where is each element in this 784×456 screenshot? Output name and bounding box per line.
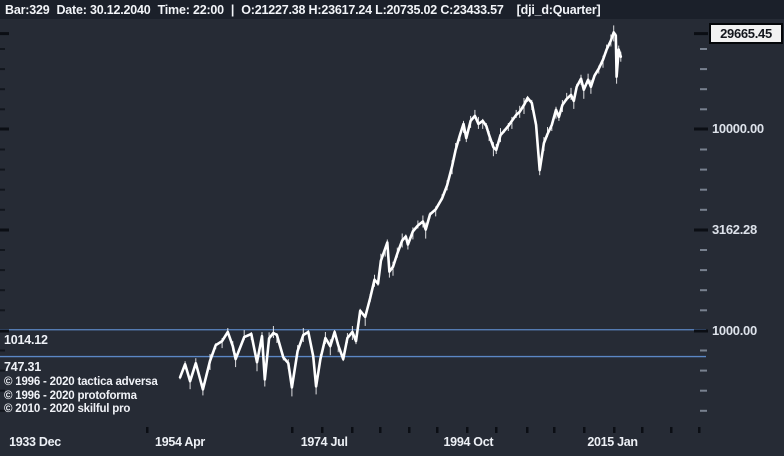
date-label: Date: 30.12.2040 — [56, 2, 151, 17]
time-label: Time: 22:00 — [157, 2, 225, 17]
ohlc-readout: O:21227.38 H:23617.24 L:20735.02 C:23433… — [241, 2, 504, 17]
bar-wicks — [179, 25, 622, 397]
status-bar: Bar:329 Date: 30.12.2040 Time: 22:00 | O… — [0, 0, 784, 19]
axis-ticks — [0, 32, 708, 433]
separator: | — [230, 2, 235, 17]
price-line — [178, 31, 623, 391]
bar-index-label: Bar:329 — [5, 2, 50, 17]
level-lines — [0, 329, 706, 358]
symbol-timeframe-label: [dji_d:Quarter] — [516, 2, 601, 17]
